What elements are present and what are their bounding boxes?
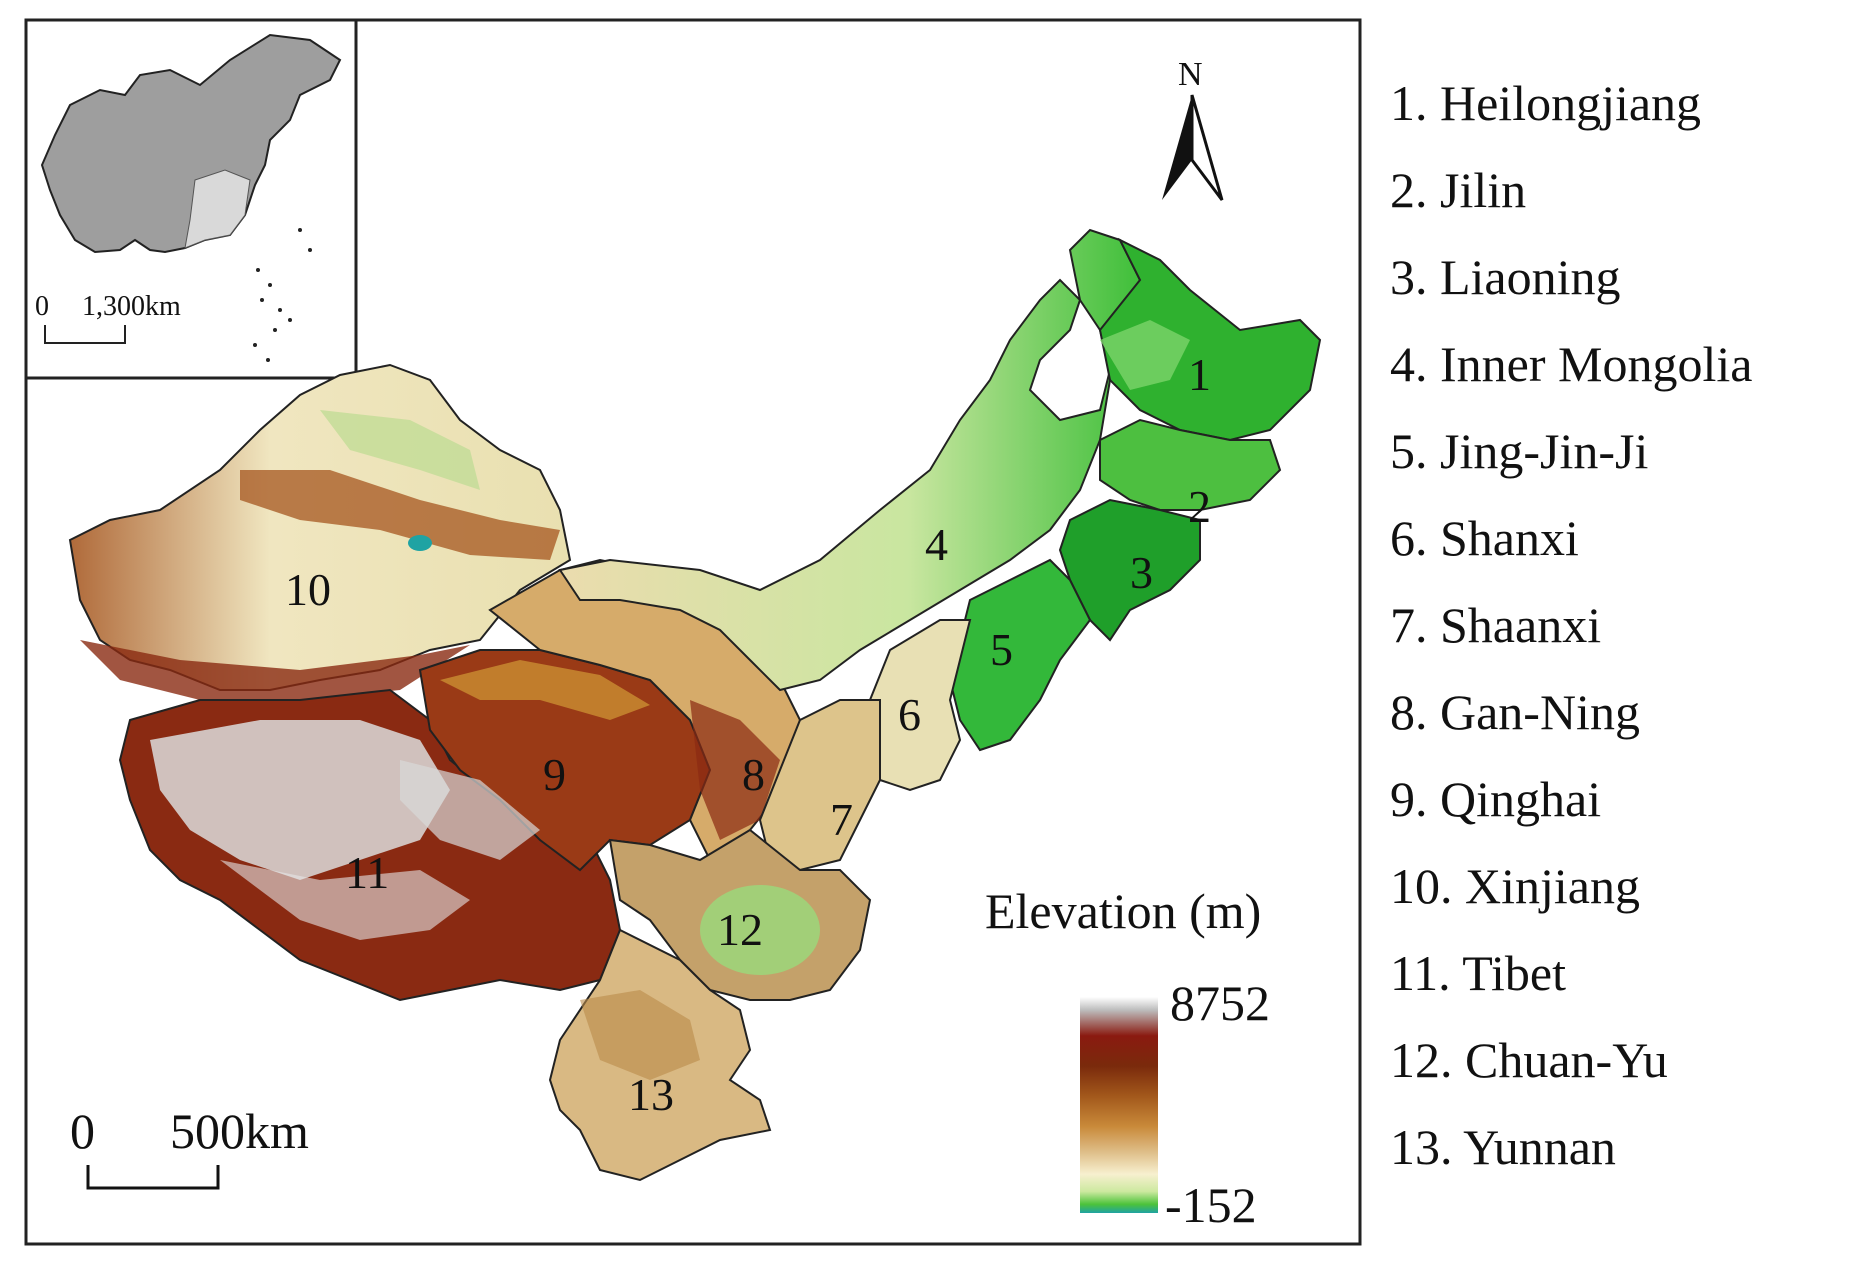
region-heilongjiang xyxy=(1098,237,1322,442)
legend-item-shaanxi: 7. Shaanxi xyxy=(1390,597,1602,653)
map-frame xyxy=(24,18,1362,1246)
north-arrow: N xyxy=(1162,56,1224,201)
legend-item-qinghai: 9. Qinghai xyxy=(1390,771,1602,827)
region-label-6: 6 xyxy=(898,689,921,740)
region-jilin xyxy=(1099,418,1282,511)
main-scale-label-left: 0 xyxy=(70,1103,95,1159)
legend-item-chuan-yu: 12. Chuan-Yu xyxy=(1390,1032,1668,1088)
region-label-3: 3 xyxy=(1130,547,1153,598)
legend-item-jing-jin-ji: 5. Jing-Jin-Ji xyxy=(1390,423,1649,479)
legend-item-jilin: 2. Jilin xyxy=(1390,162,1527,218)
inset-scale-bar xyxy=(44,325,126,344)
elevation-max-label: 8752 xyxy=(1170,975,1270,1031)
region-label-11: 11 xyxy=(345,847,389,898)
region-label-10: 10 xyxy=(285,564,331,615)
legend-item-inner-mongolia: 4. Inner Mongolia xyxy=(1390,336,1753,392)
region-label-7: 7 xyxy=(830,794,853,845)
region-liaoning xyxy=(1058,498,1201,642)
region-shaanxi xyxy=(758,699,881,872)
elevation-color-ramp xyxy=(1080,997,1158,1213)
inset-scale-label-right: 1,300km xyxy=(82,291,181,322)
legend-item-yunnan: 13. Yunnan xyxy=(1390,1119,1616,1175)
legend-item-heilongjiang: 1. Heilongjiang xyxy=(1390,75,1702,131)
inset-china-outline xyxy=(40,33,342,254)
inset-scale-label-left: 0 xyxy=(35,291,49,322)
north-arrow-dark-half xyxy=(1162,95,1192,200)
legend-item-tibet: 11. Tibet xyxy=(1390,945,1567,1001)
elevation-legend-title: Elevation (m) xyxy=(985,883,1261,939)
region-inner-mongolia xyxy=(558,228,1142,692)
north-arrow-light-half xyxy=(1190,94,1224,201)
study-region-map xyxy=(68,228,1322,1182)
legend-item-gan-ning: 8. Gan-Ning xyxy=(1390,684,1640,740)
legend-item-liaoning: 3. Liaoning xyxy=(1390,249,1621,305)
region-label-12: 12 xyxy=(717,904,763,955)
region-label-5: 5 xyxy=(990,624,1013,675)
legend-item-xinjiang: 10. Xinjiang xyxy=(1390,858,1640,914)
inset-map: 0 1,300km xyxy=(24,18,358,380)
north-label: N xyxy=(1178,56,1203,93)
elevation-legend: Elevation (m) 8752 -152 xyxy=(985,883,1270,1233)
main-scale-bar: 0 500km xyxy=(70,1103,309,1190)
region-label-4: 4 xyxy=(925,519,948,570)
legend-item-shanxi: 6. Shanxi xyxy=(1390,510,1579,566)
region-jing-jin-ji xyxy=(948,558,1092,752)
main-scale-line xyxy=(86,1165,220,1190)
main-scale-label-right: 500km xyxy=(170,1103,309,1159)
region-label-2: 2 xyxy=(1188,481,1211,532)
inset-study-area xyxy=(184,169,251,249)
region-label-8: 8 xyxy=(742,749,765,800)
region-label-1: 1 xyxy=(1188,349,1211,400)
region-label-9: 9 xyxy=(543,749,566,800)
region-number-labels: 1 2 3 4 5 6 7 8 9 10 11 12 13 xyxy=(285,349,1211,1120)
elevation-min-label: -152 xyxy=(1165,1177,1257,1233)
region-label-13: 13 xyxy=(628,1069,674,1120)
